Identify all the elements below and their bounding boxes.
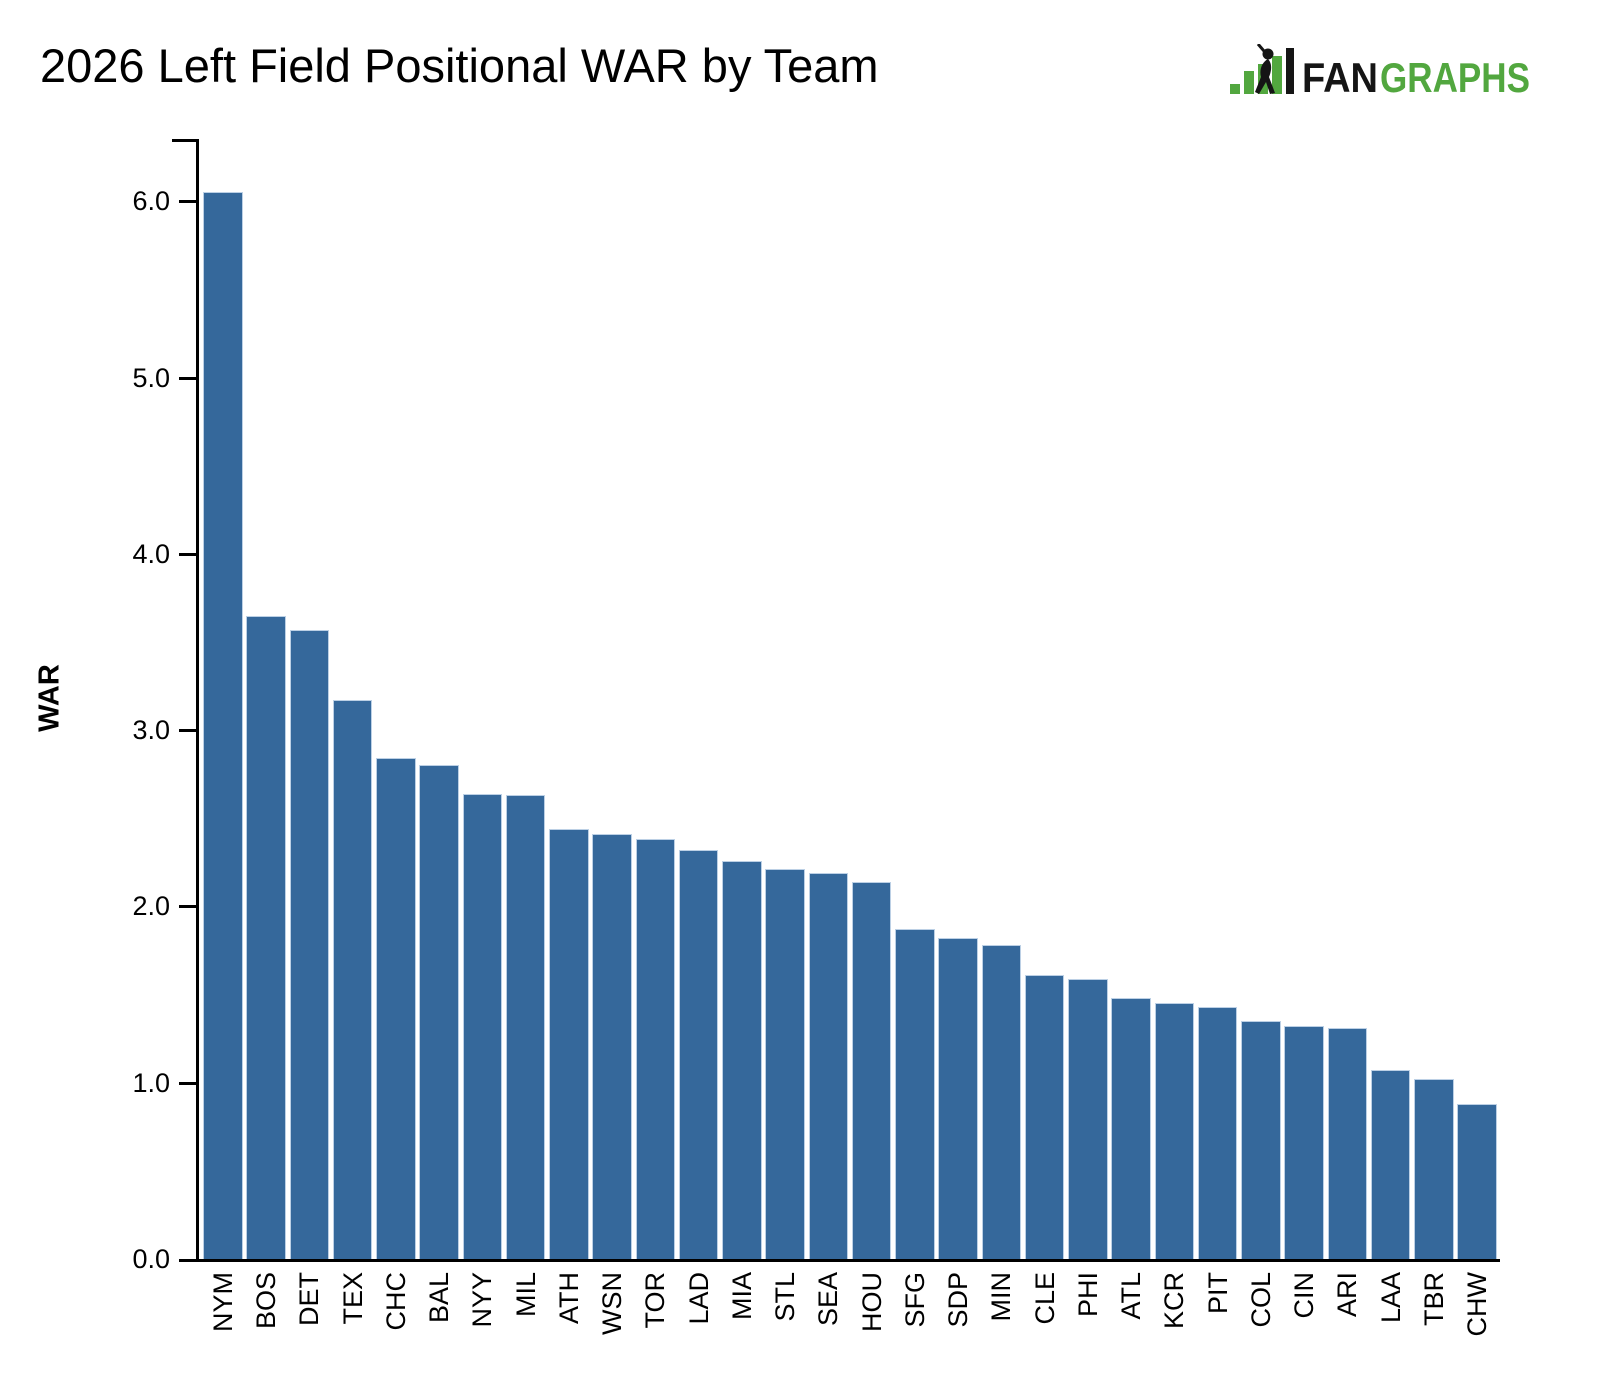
bar-HOU	[851, 881, 892, 1259]
y-tick-label: 5.0	[132, 362, 170, 393]
bar-PHI	[1068, 978, 1108, 1259]
y-tick-label: 6.0	[132, 186, 170, 217]
bar-CIN	[1284, 1026, 1324, 1259]
bar-MIL	[505, 795, 546, 1259]
bar-CHC	[376, 758, 416, 1259]
bar-MIA	[722, 860, 762, 1259]
bar-DET	[289, 629, 329, 1259]
fangraphs-batter-icon	[1255, 44, 1275, 94]
y-tick-label: 4.0	[132, 538, 170, 569]
y-tick-label: 3.0	[132, 715, 170, 746]
bar-SFG	[895, 929, 935, 1259]
bar-TOR	[635, 839, 675, 1259]
x-tick-label-LAD: LAD	[683, 1272, 714, 1325]
x-tick-label-MIN: MIN	[986, 1272, 1017, 1322]
y-tick	[179, 729, 196, 733]
x-tick-label-PIT: PIT	[1202, 1272, 1233, 1315]
x-tick-label-BAL: BAL	[424, 1272, 454, 1324]
bar-NYY	[462, 793, 502, 1259]
y-tick	[179, 200, 196, 204]
bar-WSN	[592, 834, 632, 1259]
x-tick-label-BOS: BOS	[251, 1272, 281, 1330]
x-tick-label-MIL: MIL	[510, 1272, 541, 1318]
fangraphs-logo: FAN GRAPHS	[1230, 44, 1530, 101]
bar-LAA	[1370, 1070, 1411, 1259]
y-axis-top-cap	[172, 139, 199, 142]
x-tick-label-SDP: SDP	[943, 1272, 973, 1328]
x-tick-label-KCR: KCR	[1159, 1272, 1190, 1330]
bar-CLE	[1024, 975, 1065, 1259]
x-tick-label-ATL: ATL	[1116, 1272, 1146, 1320]
y-axis-spine	[196, 139, 199, 1262]
x-tick-label-HOU: HOU	[856, 1272, 887, 1332]
x-tick-label-TBR: TBR	[1418, 1272, 1449, 1326]
x-tick-label-CHC: CHC	[380, 1272, 411, 1331]
x-tick-label-NYM: NYM	[207, 1272, 238, 1332]
bar-TEX	[332, 700, 373, 1259]
y-tick	[179, 1081, 196, 1085]
y-tick-label: 1.0	[132, 1067, 170, 1098]
x-tick-label-LAA: LAA	[1375, 1272, 1406, 1324]
x-tick-label-MIA: MIA	[726, 1272, 757, 1321]
bar-LAD	[678, 849, 719, 1259]
x-tick-label-SFG: SFG	[899, 1272, 930, 1328]
x-tick-label-TEX: TEX	[337, 1272, 368, 1325]
bar-ARI	[1327, 1028, 1367, 1259]
x-tick-label-CHW: CHW	[1462, 1272, 1492, 1337]
bar-ATH	[549, 828, 589, 1259]
y-tick	[179, 905, 196, 909]
bar-SDP	[938, 938, 978, 1259]
x-tick-label-TOR: TOR	[640, 1272, 671, 1329]
chart-title: 2026 Left Field Positional WAR by Team	[40, 39, 879, 92]
x-tick-label-ATH: ATH	[553, 1272, 584, 1324]
bar-SEA	[808, 872, 848, 1259]
x-tick-label-PHI: PHI	[1072, 1272, 1103, 1318]
y-axis-label: WAR	[33, 664, 66, 732]
bar-BOS	[246, 615, 286, 1259]
y-tick	[179, 376, 196, 380]
y-tick-label: 0.0	[132, 1244, 170, 1274]
bar-MIN	[981, 945, 1021, 1259]
x-tick-label-SEA: SEA	[813, 1272, 844, 1327]
bar-KCR	[1154, 1003, 1194, 1259]
x-tick-label-CLE: CLE	[1029, 1272, 1060, 1325]
bar-PIT	[1197, 1006, 1238, 1259]
bar-NYM	[203, 192, 243, 1259]
bar-CHW	[1457, 1103, 1497, 1259]
logo-text-graphs: GRAPHS	[1380, 54, 1530, 101]
bar-BAL	[419, 765, 459, 1259]
bar-ATL	[1111, 998, 1151, 1259]
y-tick-label: 2.0	[132, 891, 170, 922]
x-axis-spine	[179, 1259, 1500, 1262]
x-tick-label-CIN: CIN	[1289, 1272, 1319, 1319]
y-tick	[179, 552, 196, 556]
x-tick-label-DET: DET	[294, 1272, 325, 1326]
x-tick-label-WSN: WSN	[597, 1272, 627, 1335]
x-tick-label-STL: STL	[770, 1272, 800, 1322]
logo-text-fan: FAN	[1302, 54, 1378, 101]
x-tick-label-ARI: ARI	[1332, 1272, 1363, 1318]
x-tick-label-NYY: NYY	[467, 1272, 498, 1328]
bar-STL	[765, 869, 805, 1259]
bar-COL	[1241, 1020, 1281, 1259]
bar-TBR	[1414, 1079, 1454, 1259]
x-tick-label-COL: COL	[1245, 1272, 1276, 1328]
